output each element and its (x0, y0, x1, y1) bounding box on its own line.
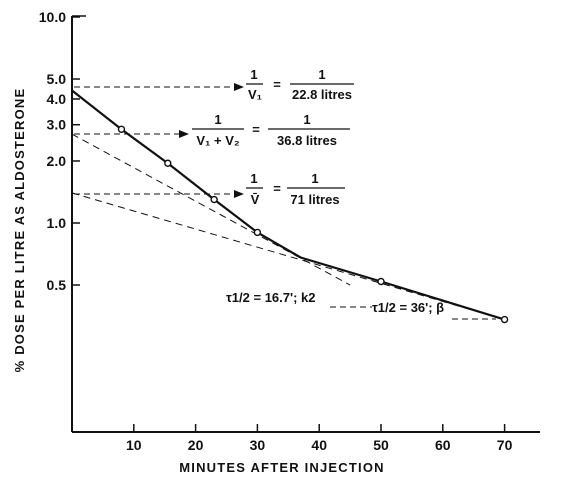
data-point (117, 125, 126, 134)
x-tick-label: 20 (188, 437, 204, 453)
data-point (210, 195, 218, 204)
arrow-heads (179, 83, 244, 198)
y-tick-label: 3.0 (47, 117, 67, 133)
x-tick-label: 40 (311, 437, 327, 453)
x-tick-label: 10 (126, 437, 142, 453)
data-point (253, 228, 262, 237)
curve-line (71, 89, 505, 321)
y-tick-label: 2.0 (47, 153, 67, 169)
annotation-v-bar: 1 V̄ = 1 71 litres (246, 171, 345, 207)
y-tick-label: 1.0 (47, 215, 67, 231)
annotation-v1: 1 V₁ = 1 22.8 litres (246, 67, 354, 102)
svg-text:22.8 litres: 22.8 litres (292, 87, 352, 102)
svg-text:=: = (273, 181, 281, 196)
dashed-line-1 (71, 133, 351, 286)
x-axis-title: MINUTES AFTER INJECTION (179, 460, 385, 475)
x-tick-label: 60 (435, 437, 451, 453)
data-points (117, 125, 509, 324)
svg-text:36.8 litres: 36.8 litres (277, 133, 337, 148)
svg-text:V₁ + V₂: V₁ + V₂ (196, 133, 240, 148)
annotation-arrows (74, 86, 235, 195)
svg-text:1: 1 (303, 112, 310, 127)
y-tick-label: 10.0 (39, 9, 66, 25)
annotation-v1-plus-v2: 1 V₁ + V₂ = 1 36.8 litres (192, 112, 350, 148)
svg-text:1: 1 (214, 112, 221, 127)
svg-text:=: = (273, 77, 281, 92)
y-tick-label: 4.0 (47, 91, 67, 107)
y-ticks: 10.0 5.0 4.0 3.0 2.0 1.0 0.5 (39, 9, 80, 293)
fitted-curve (71, 89, 505, 321)
x-tick-label: 50 (373, 437, 389, 453)
svg-text:1: 1 (250, 171, 257, 186)
svg-text:1: 1 (318, 67, 325, 82)
svg-text:71 litres: 71 litres (290, 192, 339, 207)
x-tick-label: 70 (497, 437, 513, 453)
svg-text:1: 1 (311, 171, 318, 186)
y-tick-label: 5.0 (47, 71, 67, 87)
data-point (500, 315, 509, 324)
x-ticks: 10 20 30 40 50 60 70 (126, 424, 513, 453)
data-point (164, 159, 172, 167)
svg-text:=: = (252, 122, 260, 137)
y-axis-title: % DOSE PER LITRE AS ALDOSTERONE (12, 88, 27, 373)
half-life-label-1: τ1/2 = 16.7'; k2 (226, 290, 315, 305)
half-life-label-2: τ1/2 = 36'; β (372, 300, 444, 315)
svg-text:V̄: V̄ (251, 192, 260, 207)
y-tick-label: 0.5 (47, 277, 67, 293)
data-point (377, 277, 385, 286)
x-tick-label: 30 (250, 437, 266, 453)
svg-text:V₁: V₁ (248, 87, 262, 102)
svg-text:1: 1 (250, 67, 257, 82)
